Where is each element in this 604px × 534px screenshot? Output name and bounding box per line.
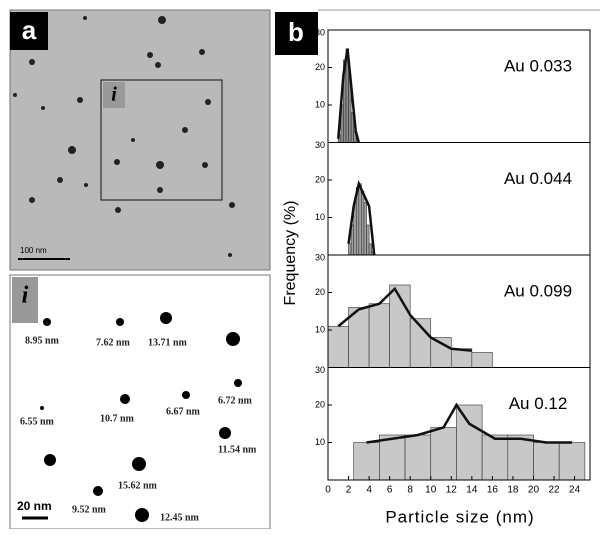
inset-tag — [12, 277, 38, 323]
y-tick-label: 10 — [315, 212, 325, 222]
y-tick-label: 30 — [315, 252, 325, 262]
y-tick-label: 20 — [315, 62, 325, 72]
x-tick-label: 24 — [569, 485, 581, 496]
y-tick-label: 20 — [315, 174, 325, 184]
size-label: 7.62 nm — [96, 337, 131, 348]
bar — [358, 183, 362, 256]
plot-frame — [327, 29, 591, 143]
size-label: 6.72 nm — [218, 395, 253, 406]
inset-image — [9, 274, 271, 530]
bar — [456, 404, 483, 481]
bar — [404, 434, 432, 481]
inset-tag — [103, 82, 125, 108]
bar — [368, 303, 390, 368]
fit-line — [366, 402, 573, 444]
size-label: 6.67 nm — [166, 406, 201, 417]
size-label: 12.45 nm — [160, 512, 200, 523]
y-tick-label: 30 — [315, 27, 325, 37]
size-label: 13.71 nm — [148, 337, 188, 348]
bar — [430, 427, 457, 481]
x-tick-label: 22 — [548, 485, 560, 496]
bar — [379, 434, 406, 481]
y-tick-label: 10 — [315, 437, 325, 447]
annotation: Au 0.099 — [504, 281, 572, 300]
tem-image — [9, 9, 271, 271]
y-axis-label: Frequency (%) — [282, 201, 299, 306]
bar — [481, 434, 509, 481]
x-tick-label: 18 — [507, 485, 519, 496]
bar — [361, 190, 365, 256]
panel-label: a — [22, 15, 37, 45]
y-tick-label: 10 — [315, 99, 325, 109]
bar — [471, 352, 493, 368]
annotation: Au 0.044 — [504, 169, 572, 188]
bar — [363, 202, 367, 256]
bar — [507, 434, 534, 481]
bar — [368, 243, 372, 256]
y-tick-label: 30 — [315, 365, 325, 375]
bar — [533, 442, 560, 481]
size-label: 9.52 nm — [72, 504, 107, 515]
label-box — [275, 12, 318, 55]
x-axis-label: Particle size (nm) — [385, 507, 534, 526]
fit-line — [337, 286, 472, 352]
y-tick-label: 30 — [315, 140, 325, 150]
x-tick-label: 0 — [325, 485, 331, 496]
bar — [348, 243, 352, 256]
bar — [327, 325, 349, 368]
particles — [13, 16, 235, 257]
size-label: 10.7 nm — [100, 413, 135, 424]
size-label: 15.62 nm — [118, 480, 158, 491]
annotation: Au 0.033 — [504, 56, 572, 75]
plot-frame — [327, 367, 591, 481]
scale-label: 20 nm — [17, 499, 52, 513]
particles — [40, 312, 242, 522]
x-tick-label: 14 — [466, 485, 478, 496]
size-label: 6.55 nm — [20, 416, 55, 427]
size-label: 11.54 nm — [218, 444, 257, 455]
fit-line — [347, 179, 376, 256]
x-tick-label: 8 — [407, 485, 413, 496]
bar — [366, 224, 370, 256]
label-box — [10, 12, 48, 50]
x-tick-label: 6 — [387, 485, 393, 496]
x-tick-label: 4 — [366, 485, 372, 496]
annotation: Au 0.12 — [509, 394, 568, 413]
x-tick-label: 20 — [528, 485, 540, 496]
panel-label: b — [288, 17, 304, 47]
panel-label: i — [22, 283, 29, 309]
y-tick-label: 20 — [315, 287, 325, 297]
x-tick-label: 2 — [346, 485, 352, 496]
size-label: 8.95 nm — [25, 335, 60, 346]
x-tick-label: 16 — [487, 485, 499, 496]
fit-line — [337, 48, 361, 143]
bar — [353, 442, 380, 481]
inset-box — [100, 79, 223, 201]
inset-label: i — [111, 84, 117, 106]
bar — [558, 442, 586, 481]
x-tick-label: 10 — [425, 485, 437, 496]
y-tick-label: 10 — [315, 324, 325, 334]
y-tick-label: 20 — [315, 399, 325, 409]
scale-label: 100 nm — [20, 246, 47, 255]
x-tick-label: 12 — [446, 485, 458, 496]
